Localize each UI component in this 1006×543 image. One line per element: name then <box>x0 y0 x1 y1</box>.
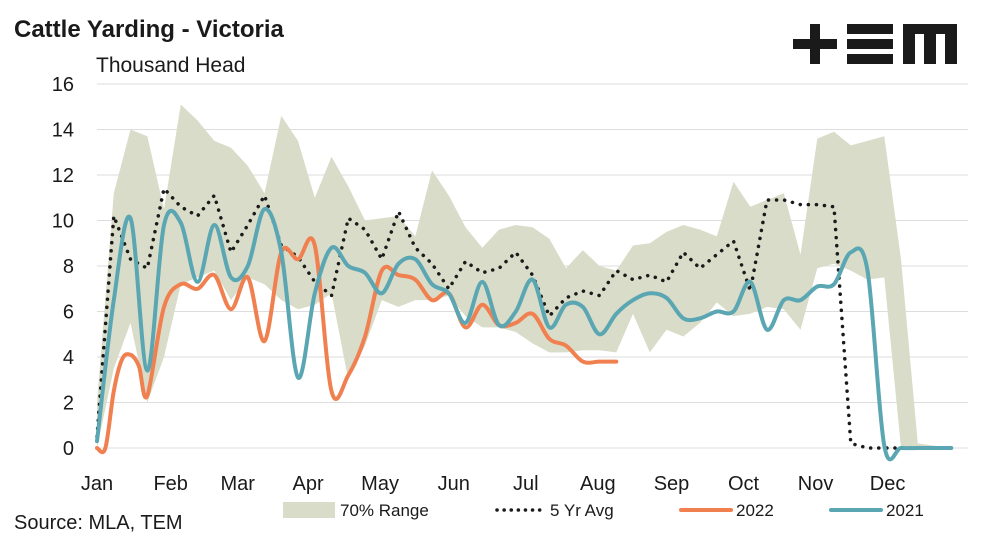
source-note: Source: MLA, TEM <box>14 512 183 534</box>
y-tick-label: 16 <box>52 74 74 96</box>
y-tick-label: 6 <box>63 302 74 324</box>
y-tick-label: 0 <box>63 438 74 460</box>
y-tick-label: 8 <box>63 256 74 278</box>
x-tick-label: Sep <box>654 473 690 495</box>
y-tick-label: 14 <box>52 120 74 142</box>
x-tick-label: Feb <box>153 473 187 495</box>
y-axis-unit: Thousand Head <box>96 54 246 77</box>
y-tick-label: 10 <box>52 211 74 233</box>
legend-label: 2022 <box>736 501 774 520</box>
y-tick-label: 2 <box>63 393 74 415</box>
range-band-layer <box>97 104 952 448</box>
x-tick-label: May <box>361 473 399 495</box>
legend-label: 5 Yr Avg <box>550 501 614 520</box>
legend-swatch-range <box>283 502 335 518</box>
y-axis-ticks: 0 2 4 6 8 10 12 14 16 <box>52 74 74 460</box>
x-tick-label: Jun <box>438 473 470 495</box>
x-tick-label: Mar <box>220 473 255 495</box>
chart-title: Cattle Yarding - Victoria <box>14 16 284 43</box>
y-tick-label: 4 <box>63 347 74 369</box>
y-tick-label: 12 <box>52 165 74 187</box>
series-line-5-yr-avg <box>95 184 954 450</box>
x-tick-label: Aug <box>580 473 616 495</box>
series-line-2022 <box>95 236 619 455</box>
series-line-2021 <box>95 207 954 462</box>
legend-label: 2021 <box>886 501 924 520</box>
legend-label: 70% Range <box>340 501 429 520</box>
series-layer <box>95 184 954 462</box>
tem-logo <box>793 24 957 64</box>
x-tick-label: Jan <box>81 473 113 495</box>
legend: 70% Range 5 Yr Avg 2022 2021 <box>283 501 924 520</box>
x-tick-label: Oct <box>728 473 760 495</box>
x-tick-label: Jul <box>513 473 539 495</box>
x-tick-label: Nov <box>798 473 834 495</box>
x-tick-label: Dec <box>870 473 906 495</box>
x-tick-label: Apr <box>292 473 323 495</box>
x-axis-ticks: Jan Feb Mar Apr May Jun Jul Aug Sep Oct Nov Dec <box>81 473 906 495</box>
range-band <box>97 104 952 448</box>
